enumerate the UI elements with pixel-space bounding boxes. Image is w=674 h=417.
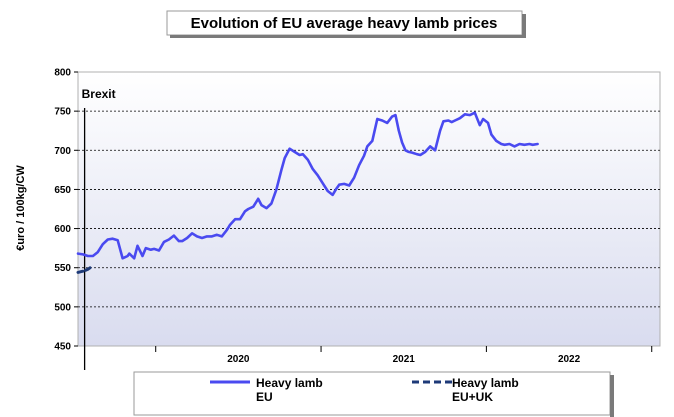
plot-area	[77, 71, 661, 347]
y-tick-label: 750	[54, 107, 71, 118]
legend-label: EU	[256, 390, 273, 404]
y-tick-label: 650	[54, 185, 71, 196]
chart-title: Evolution of EU average heavy lamb price…	[191, 15, 498, 32]
y-axis: 450 500 550 600 650 700 750 800	[54, 68, 78, 353]
x-tick-label: 2022	[558, 354, 581, 365]
x-axis: 2020 2021 2022	[155, 346, 653, 365]
legend-label: Heavy lamb	[256, 376, 323, 390]
y-tick-label: 450	[54, 342, 71, 353]
title-box: Evolution of EU average heavy lamb price…	[166, 10, 526, 38]
y-tick-label: 500	[54, 302, 71, 313]
y-axis-label: €uro / 100kg/CW	[15, 165, 27, 251]
series-line-heavy-lamb-eu	[76, 111, 539, 260]
gridlines	[78, 110, 660, 308]
legend-label: EU+UK	[452, 390, 493, 404]
x-tick-label: 2021	[393, 354, 416, 365]
y-tick-label: 700	[54, 146, 71, 157]
y-tick-label: 600	[54, 224, 71, 235]
brexit-annotation: Brexit	[82, 87, 116, 370]
brexit-label: Brexit	[82, 87, 116, 101]
y-tick-label: 550	[54, 263, 71, 274]
y-tick-label: 800	[54, 68, 71, 79]
series	[76, 111, 539, 274]
legend-label: Heavy lamb	[452, 376, 519, 390]
x-tick-label: 2020	[227, 354, 250, 365]
series-line-heavy-lamb-eu-uk	[76, 265, 93, 274]
